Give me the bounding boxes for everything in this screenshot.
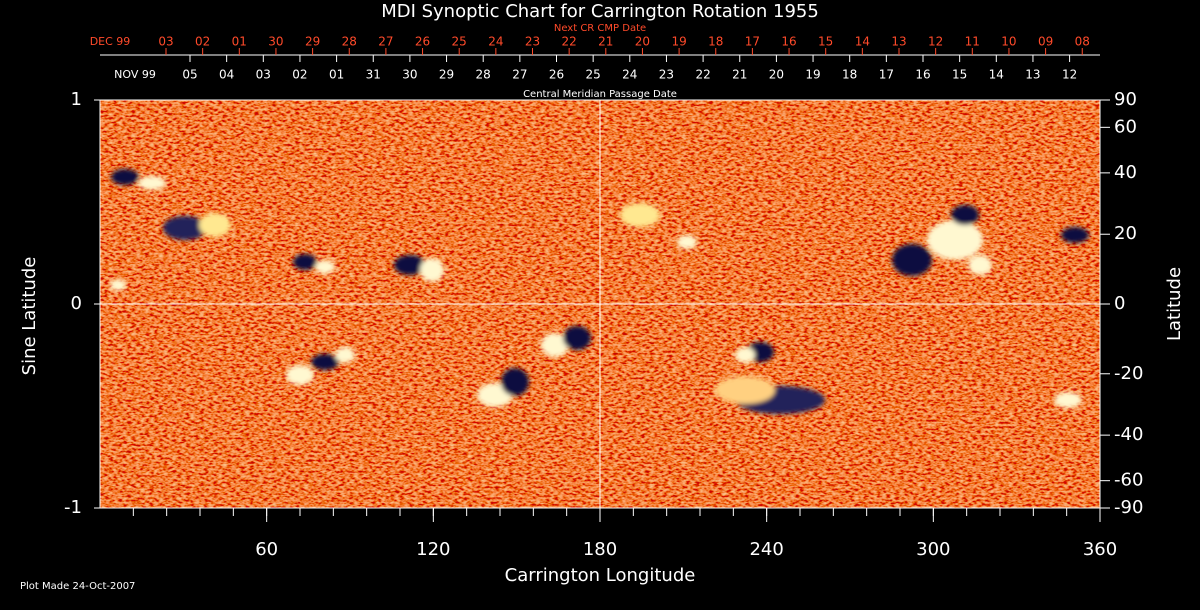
top-axis-label: DEC 99 (90, 35, 131, 48)
top-axis-label: 26 (549, 68, 564, 82)
top-axis-label: 13 (1025, 68, 1040, 82)
top-axis-label: 14 (989, 68, 1004, 82)
top-axis-label: 30 (268, 35, 283, 49)
top-axis-label: 26 (415, 35, 430, 49)
top-axis-label: 17 (745, 35, 760, 49)
top-axis-label: 03 (256, 68, 271, 82)
x-axis-label: Carrington Longitude (505, 565, 696, 586)
top-axis-label: 16 (915, 68, 930, 82)
y2-tick-label: 0 (1114, 293, 1125, 314)
top-axis-label: 23 (525, 35, 540, 49)
top-axis-label: 29 (305, 35, 320, 49)
top-axis-label: 23 (659, 68, 674, 82)
top-axis-label: 04 (219, 68, 234, 82)
chart-title: MDI Synoptic Chart for Carrington Rotati… (381, 1, 819, 22)
top-axis-label: 08 (1075, 35, 1090, 49)
top-axis-label: 15 (818, 35, 833, 49)
y2-tick-label: -60 (1114, 470, 1143, 491)
top-axis-label: 21 (598, 35, 613, 49)
top-axis-label: 24 (488, 35, 503, 49)
top-axis-label: 09 (1038, 35, 1053, 49)
top-axis-label: 22 (562, 35, 577, 49)
top-axis-label: 28 (476, 68, 491, 82)
top-axis-label: 18 (708, 35, 723, 49)
top-axis-label: 18 (842, 68, 857, 82)
top-axis-label: 25 (452, 35, 467, 49)
y2-tick-label: 60 (1114, 116, 1137, 137)
top-axis-label: 15 (952, 68, 967, 82)
top-axis-label: 24 (622, 68, 637, 82)
y2-tick-label: -90 (1114, 497, 1143, 518)
top-axis-label: 28 (342, 35, 357, 49)
y2-tick-label: -40 (1114, 424, 1143, 445)
top-axis-label: 27 (512, 68, 527, 82)
top-axis-label: 02 (292, 68, 307, 82)
y2-axis-label: Latitude (1164, 267, 1185, 341)
top-axis-label: 10 (1001, 35, 1016, 49)
top-axis-label: 22 (695, 68, 710, 82)
top-axis-label: 31 (366, 68, 381, 82)
top-axis-label: 25 (586, 68, 601, 82)
y-tick-label: -1 (64, 497, 82, 518)
top-axis-label: 01 (329, 68, 344, 82)
top-axis-label: 19 (671, 35, 686, 49)
x-tick-label: 240 (749, 539, 783, 560)
top-axis-label: 17 (879, 68, 894, 82)
top-axis-label: 11 (965, 35, 980, 49)
x-tick-label: 120 (416, 539, 450, 560)
top-axis-label: 30 (402, 68, 417, 82)
footer: Plot Made 24-Oct-2007 (20, 581, 135, 592)
y-axis-label: Sine Latitude (19, 257, 40, 376)
top-axis-label: 20 (635, 35, 650, 49)
y-tick-label: 1 (71, 89, 82, 110)
x-tick-label: 180 (583, 539, 617, 560)
top-axis-title: Next CR CMP Date (554, 23, 646, 34)
top-axis-label: 05 (182, 68, 197, 82)
top-axis-label: 13 (891, 35, 906, 49)
top-axis-label: 03 (158, 35, 173, 49)
top-axis-label: 14 (855, 35, 870, 49)
y2-tick-label: 90 (1114, 89, 1137, 110)
top-axis-label: NOV 99 (114, 68, 156, 81)
y2-tick-label: 20 (1114, 223, 1137, 244)
top-axis-label: 16 (781, 35, 796, 49)
top-axis-label: 01 (232, 35, 247, 49)
top-axis-label: 02 (195, 35, 210, 49)
x-tick-label: 360 (1083, 539, 1117, 560)
x-tick-label: 300 (916, 539, 950, 560)
y2-tick-label: 40 (1114, 162, 1137, 183)
active-regions (110, 169, 1089, 414)
top-axis-label: 19 (805, 68, 820, 82)
y-tick-label: 0 (71, 293, 82, 314)
top-axis-label: 21 (732, 68, 747, 82)
top-axis-label: 20 (769, 68, 784, 82)
top-axis-label: 29 (439, 68, 454, 82)
top-axis-label: 12 (928, 35, 943, 49)
y2-tick-label: -20 (1114, 363, 1143, 384)
top-axis-label: 27 (378, 35, 393, 49)
top-axis-label: 12 (1062, 68, 1077, 82)
top-axis-title: Central Meridian Passage Date (523, 89, 677, 100)
x-tick-label: 60 (255, 539, 278, 560)
